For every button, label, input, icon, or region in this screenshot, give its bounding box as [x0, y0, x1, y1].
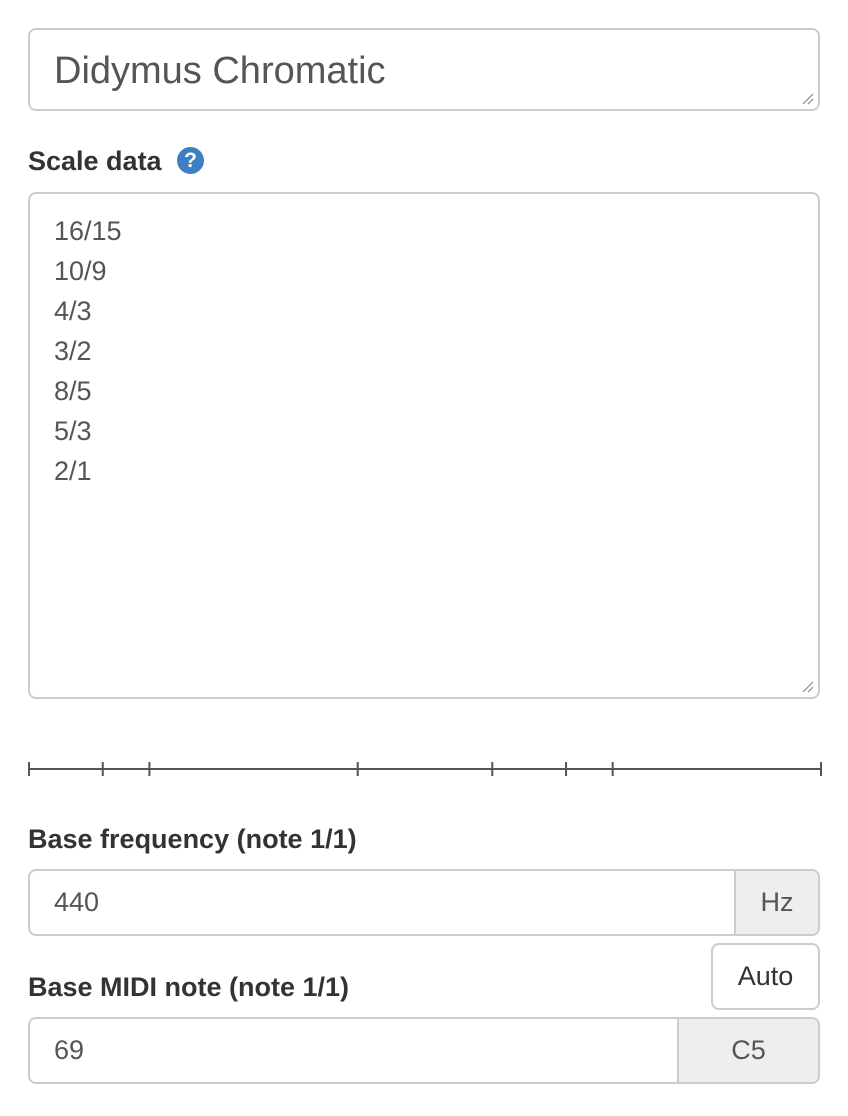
scale-data-line: 2/1 [54, 456, 92, 486]
scale-data-line: 16/15 [54, 216, 122, 246]
scale-title-textarea[interactable]: Didymus Chromatic [28, 28, 820, 111]
hz-unit-addon: Hz [734, 871, 818, 934]
resize-grip-icon[interactable] [802, 681, 814, 693]
scale-data-line: 8/5 [54, 376, 92, 406]
base-midi-note-label: Base MIDI note (note 1/1) [28, 972, 350, 1002]
resize-grip-icon[interactable] [802, 93, 814, 105]
scale-data-textarea[interactable]: 16/15 10/9 4/3 3/2 8/5 5/3 2/1 [28, 192, 820, 699]
scale-data-line: 5/3 [54, 416, 92, 446]
question-circle-icon[interactable]: ? [177, 147, 204, 174]
scale-data-line: 10/9 [54, 256, 107, 286]
base-frequency-label: Base frequency (note 1/1) [28, 824, 357, 854]
midi-note-name-addon: C5 [677, 1019, 818, 1082]
base-midi-input-group: 69 C5 [28, 1017, 820, 1084]
base-frequency-input-group: 440 Hz [28, 869, 820, 936]
scale-data-label: Scale data [28, 146, 162, 176]
base-frequency-input[interactable]: 440 [54, 887, 100, 917]
auto-button[interactable]: Auto [711, 943, 820, 1010]
scale-title-value: Didymus Chromatic [54, 50, 386, 92]
scale-data-line: 4/3 [54, 296, 92, 326]
base-midi-note-input[interactable]: 69 [54, 1035, 85, 1065]
scale-data-line: 3/2 [54, 336, 92, 366]
interval-ruler [28, 762, 822, 776]
